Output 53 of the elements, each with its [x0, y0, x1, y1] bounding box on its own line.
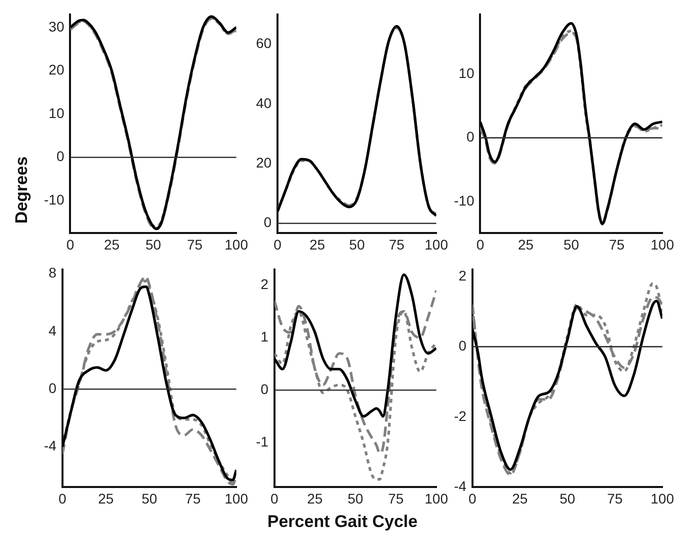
- y-tick-label: 4: [48, 322, 57, 338]
- x-tick-label: 0: [274, 236, 282, 252]
- x-tick-label: 25: [104, 236, 120, 252]
- y-tick-label: 8: [48, 264, 57, 281]
- y-tick-label: 0: [48, 380, 57, 396]
- x-tick-label: 25: [512, 490, 528, 506]
- x-tick-label: 75: [607, 490, 623, 506]
- y-tick-label: 2: [458, 267, 467, 284]
- x-tick-label: 75: [185, 490, 201, 506]
- y-tick-label: 0: [56, 148, 64, 164]
- x-axis-title: Percent Gait Cycle: [266, 512, 419, 532]
- y-tick-label: -4: [44, 438, 57, 454]
- y-tick-label: 0: [458, 338, 467, 354]
- x-tick-label: 100: [650, 236, 674, 252]
- y-tick-label: 0: [260, 380, 269, 397]
- x-tick-label: 50: [349, 236, 365, 252]
- x-tick-label: 50: [560, 490, 576, 506]
- y-axis-title: Degrees: [12, 155, 32, 226]
- x-tick-label: 100: [224, 490, 248, 506]
- y-tick-label: 20: [48, 62, 64, 78]
- x-tick-label: 50: [142, 490, 158, 506]
- x-tick-label: 25: [307, 490, 323, 506]
- x-tick-label: 50: [145, 236, 162, 252]
- y-tick-label: -10: [454, 192, 474, 208]
- y-tick-label: -2: [454, 408, 467, 424]
- x-tick-label: 0: [476, 236, 484, 252]
- x-tick-label: 75: [609, 236, 625, 252]
- x-tick-label: 25: [98, 490, 114, 506]
- y-tick-label: 2: [260, 276, 269, 292]
- y-tick-label: 10: [48, 104, 64, 121]
- x-tick-label: 50: [348, 490, 364, 506]
- y-tick-label: -10: [44, 192, 64, 208]
- x-tick-label: 100: [424, 490, 448, 506]
- y-tick-label: 10: [458, 65, 474, 82]
- x-tick-label: 75: [388, 490, 404, 506]
- y-tick-label: 30: [48, 18, 64, 34]
- y-tick-label: 0: [466, 128, 474, 145]
- x-tick-label: 75: [187, 236, 203, 252]
- y-tick-label: 40: [256, 94, 272, 111]
- x-tick-label: 50: [563, 236, 580, 252]
- y-tick-label: 1: [260, 328, 269, 344]
- y-tick-label: -4: [454, 478, 467, 494]
- x-tick-label: 0: [66, 236, 74, 252]
- y-tick-label: 20: [256, 154, 272, 171]
- x-tick-label: 25: [309, 236, 326, 252]
- x-tick-label: 100: [650, 490, 674, 506]
- x-tick-label: 25: [518, 236, 534, 252]
- x-tick-label: 75: [388, 236, 405, 252]
- x-tick-label: 100: [424, 236, 448, 252]
- y-tick-label: -1: [256, 433, 269, 450]
- y-tick-label: 0: [264, 214, 272, 230]
- y-tick-label: 60: [256, 35, 272, 52]
- x-tick-label: 100: [224, 236, 248, 252]
